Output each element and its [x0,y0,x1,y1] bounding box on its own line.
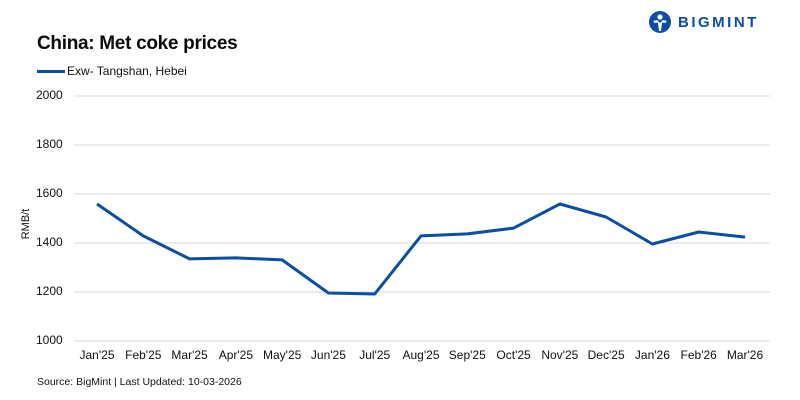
bigmint-logo: BIGMINT [648,10,759,34]
x-tick-label: Feb'25 [125,348,162,362]
x-tick-label: Nov'25 [541,348,579,362]
x-tick-label: May'25 [262,348,302,362]
x-tick-label: Mar'25 [171,348,208,362]
chart-title: China: Met coke prices [37,33,238,54]
y-tick-label: 2000 [36,88,63,102]
y-tick-label: 1200 [36,284,63,298]
logo-text: BIGMINT [678,13,759,31]
x-tick-label: Oct'25 [496,348,531,362]
x-tick-label: Mar'26 [726,348,764,362]
x-tick-label: Jul'25 [359,348,391,362]
x-tick-label: Dec'25 [587,348,625,362]
x-tick-label: Jan'26 [634,348,670,362]
legend-label: Exw- Tangshan, Hebei [67,64,187,78]
y-tick-label: 1600 [36,186,63,200]
x-tick-label: Apr'25 [218,348,253,362]
y-tick-label: 1800 [36,137,63,151]
legend-swatch [37,69,65,73]
x-tick-label: Jun'25 [310,348,346,362]
x-tick-label: Feb'26 [680,348,717,362]
series-line [96,202,746,296]
y-tick-label: 1000 [36,333,63,347]
legend: Exw- Tangshan, Hebei [37,64,187,78]
x-tick-label: Sep'25 [448,348,486,362]
x-tick-label: Aug'25 [402,348,440,362]
bigmint-logo-icon [649,11,671,33]
source-note: Source: BigMint | Last Updated: 10-03-20… [37,376,242,388]
x-tick-label: Jan'25 [79,348,115,362]
y-tick-label: 1400 [36,235,63,249]
